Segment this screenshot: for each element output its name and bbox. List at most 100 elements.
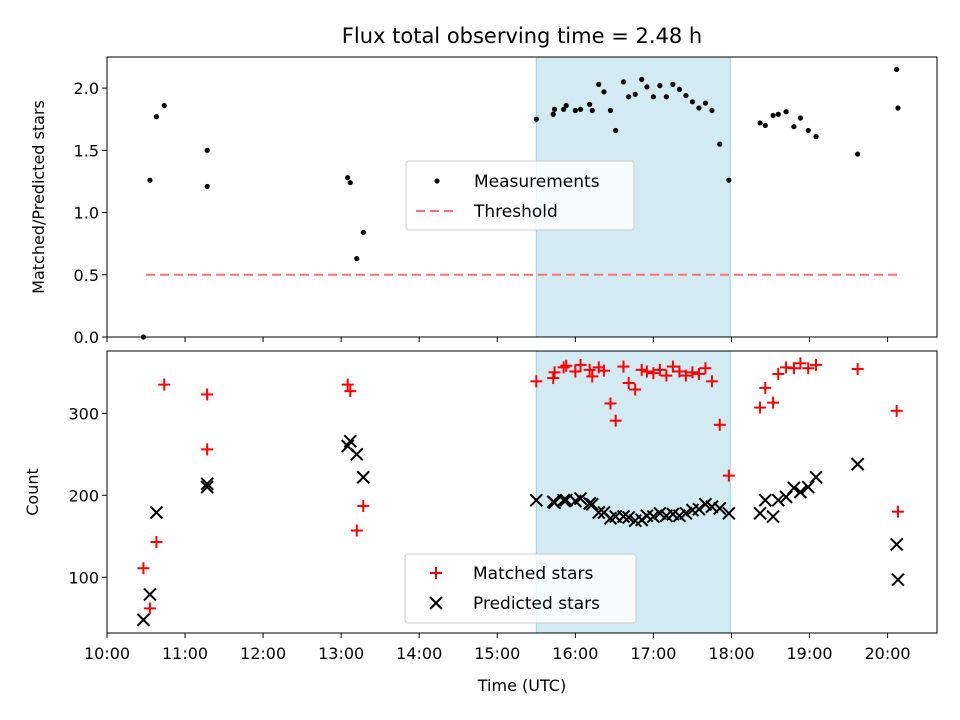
matched-star-point [137,562,150,575]
measurement-point [563,102,569,109]
predicted-star-point [573,491,588,506]
legend-predicted-label: Predicted stars [473,594,600,614]
legend-matched-label: Matched stars [473,564,593,584]
predicted-star-point [713,501,727,516]
measurement-point [587,101,593,107]
predicted-star-point [722,506,736,521]
measurement-point [657,83,663,89]
predicted-star-point [592,505,606,520]
predicted-star-point [705,500,719,514]
measurement-point [894,66,900,73]
measurement-point [644,84,650,90]
matched-star-point [548,366,561,379]
matched-star-point [810,358,823,371]
measurement-point [596,81,602,87]
measurement-point [204,183,210,190]
predicted-star-point [136,613,151,627]
matched-star-point [583,363,596,376]
matched-star-point [201,443,214,456]
measurements-points [140,66,901,340]
measurement-point [670,81,676,87]
measurement-point [783,109,789,115]
measurement-point [855,151,861,157]
measurement-point [895,105,901,111]
legend-matched-marker [430,567,442,579]
top-y-ticks: 0.0 0.5 1.0 1.5 2.0 [74,79,107,347]
legend-measurements-label: Measurements [474,172,600,192]
legend-measurements-marker [434,178,440,184]
matched-star-point [767,396,780,409]
bottom-y-ticks: 100 200 300 [68,404,107,587]
measurement-point [689,99,696,105]
predicted-star-point [793,485,808,499]
x-tick-label: 16:00 [552,644,598,663]
top-x-ticks [106,337,889,342]
predicted-star-point [350,447,364,461]
measurement-point [770,112,776,119]
matched-star-point [344,385,357,398]
matched-star-point [629,383,642,396]
measurement-point [757,120,763,126]
predicted-star-point [200,480,214,494]
predicted-star-point [556,493,571,507]
bottom-legend-box [404,553,637,624]
top-y-tick-label: 2.0 [74,79,99,98]
matched-star-point [802,362,815,375]
measurement-point [696,105,702,111]
matched-star-point [609,414,622,427]
bottom-y-axis-label: Count [23,468,42,516]
predicted-star-point [891,573,905,587]
x-tick-label: 19:00 [786,644,832,663]
measurement-point [797,115,804,121]
measurement-point [561,106,567,112]
matched-star-point [341,378,354,391]
measurement-point [683,92,689,99]
predicted-star-point [529,493,544,507]
predicted-star-point [787,481,801,495]
matched-star-point [647,367,660,380]
matched-star-point [851,363,864,376]
measurement-point [551,106,558,112]
measurement-point [620,79,627,85]
legend-predicted-marker [429,596,443,610]
matched-star-point [158,378,171,391]
predicted-star-point [646,509,661,524]
top-y-tick-label: 1.0 [74,204,99,223]
matched-star-point [597,364,610,377]
matched-star-point [713,418,726,431]
bottom-x-ticks: 10:00 11:00 12:00 13:00 14:00 15:00 16:00 17:00… [84,633,911,663]
matched-star-point [640,365,653,378]
predicted-star-point [771,493,785,507]
x-tick-label: 20:00 [865,644,911,663]
top-y-tick-label: 0.5 [74,266,99,285]
matched-star-point [586,370,599,383]
top-legend: Measurements Threshold [405,160,635,231]
matched-star-point [560,359,573,372]
matched-star-point [722,469,735,482]
measurement-point [347,180,353,186]
matched-star-point [666,360,679,373]
matched-star-point [143,602,156,615]
matched-star-point [705,375,718,388]
predicted-star-point [343,434,357,448]
bottom-plot-frame [106,350,938,634]
measurement-point [775,111,781,117]
measurement-point [726,177,732,183]
predicted-star-point [692,502,706,516]
chart-title: Flux total observing time = 2.48 h [342,24,702,48]
measurement-point [161,102,167,109]
x-tick-label: 12:00 [240,644,286,663]
x-tick-label: 11:00 [162,644,208,663]
matched-star-point [891,505,904,518]
matched-star-point [530,375,543,388]
matched-star-point [660,369,673,382]
x-tick-label: 15:00 [474,644,520,663]
bottom-y-tick-label: 300 [68,404,99,423]
bottom-y-tick-label: 200 [68,486,99,505]
measurement-point [639,76,645,82]
matched-star-point [604,397,617,410]
measurement-point [360,229,366,236]
matched-star-point [357,499,370,512]
measurement-point [204,147,210,153]
